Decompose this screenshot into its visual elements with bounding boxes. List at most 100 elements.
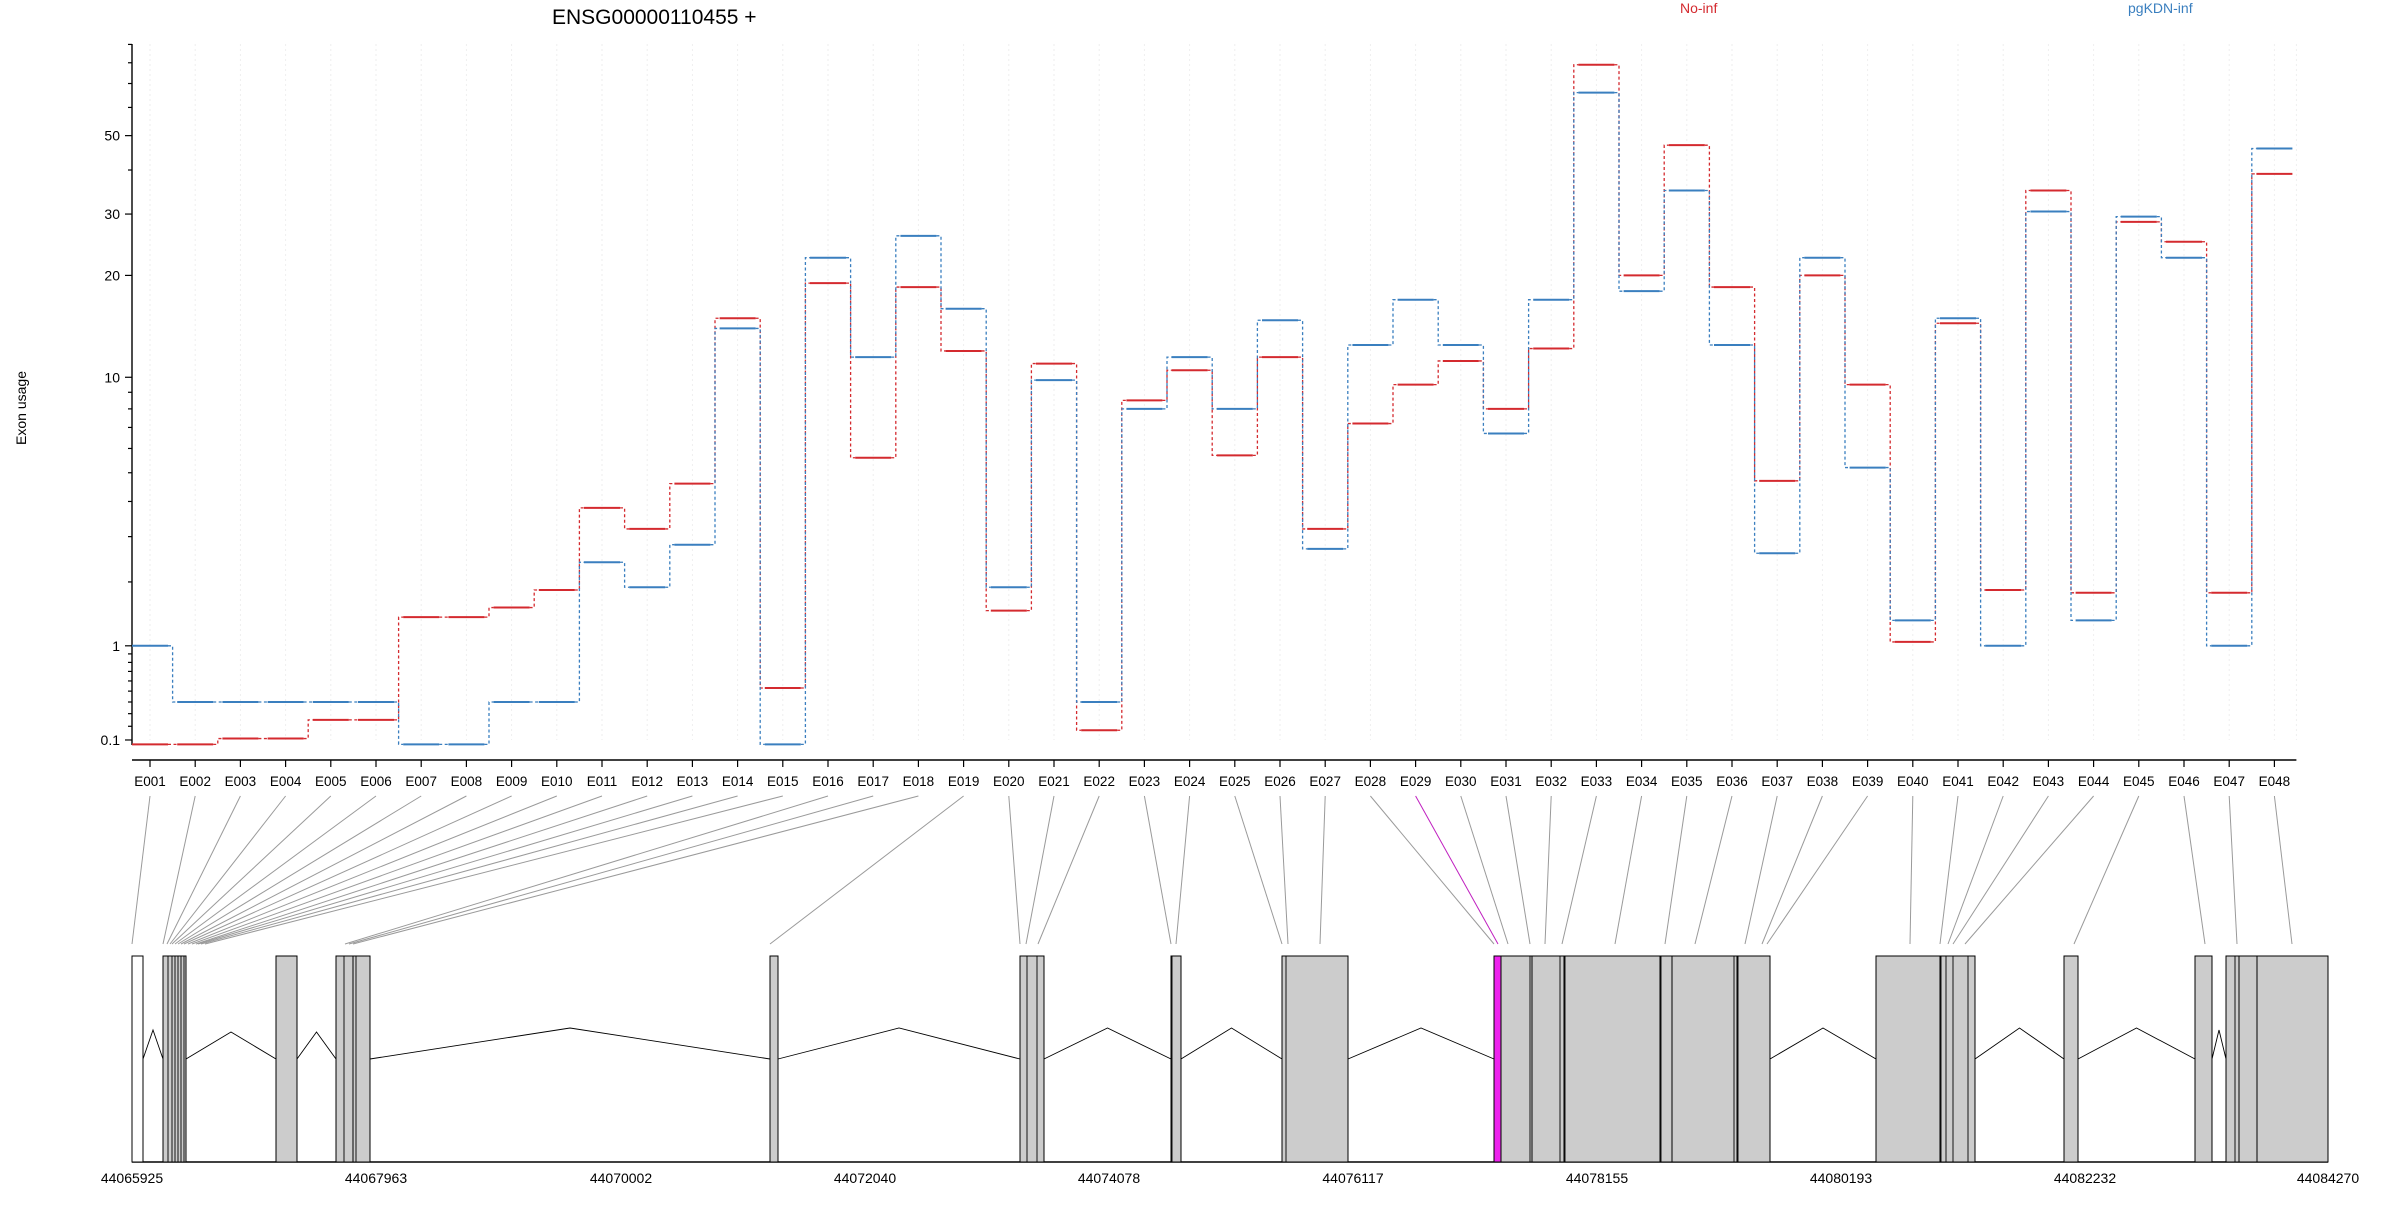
series-1-connector xyxy=(1704,189,1714,346)
exon-box xyxy=(1170,955,1182,1163)
series-1-connector xyxy=(574,561,584,703)
series-1-connector xyxy=(1298,319,1308,550)
link-e041 xyxy=(1939,795,1959,945)
exon-box xyxy=(1939,955,1976,1163)
series-0-connector xyxy=(1117,399,1127,731)
series-1-connector xyxy=(1207,356,1217,410)
series-0-connector xyxy=(665,482,675,530)
link-e039 xyxy=(1766,795,1869,945)
series-group xyxy=(132,63,2293,746)
intron-line xyxy=(369,1027,771,1060)
link-e002 xyxy=(162,795,196,945)
link-e048 xyxy=(2273,795,2293,945)
x-tick-label-e028: E028 xyxy=(1355,774,1387,789)
x-tick-label-e047: E047 xyxy=(2213,774,2245,789)
x-tick-label-e031: E031 xyxy=(1490,774,1522,789)
link-e028 xyxy=(1370,795,1495,945)
link-e022 xyxy=(1037,795,1100,945)
series-1-connector xyxy=(665,544,675,588)
y-tick-label: 0.1 xyxy=(101,732,121,748)
exon-box xyxy=(1671,955,1738,1163)
coordinate-label: 44080193 xyxy=(1810,1170,1873,1186)
exon-box xyxy=(1531,955,1565,1163)
link-e016 xyxy=(344,795,829,945)
x-tick-label-e009: E009 xyxy=(496,774,528,789)
x-tick-label-e014: E014 xyxy=(722,774,754,789)
series-0-connector xyxy=(1930,322,1940,643)
intron-line xyxy=(2211,1029,2227,1060)
series-1-connector xyxy=(1478,344,1488,435)
x-tick-label-e023: E023 xyxy=(1129,774,1161,789)
link-e011 xyxy=(191,795,603,945)
x-tick-label-e018: E018 xyxy=(903,774,935,789)
coordinate-label: 44078155 xyxy=(1566,1170,1629,1186)
intron-line xyxy=(296,1031,337,1060)
intron-line xyxy=(1347,1027,1495,1060)
link-e008 xyxy=(180,795,467,945)
exon-box xyxy=(1659,955,1673,1163)
x-tick-label-e040: E040 xyxy=(1897,774,1929,789)
y-tick-label: 30 xyxy=(104,206,120,222)
series-0-connector xyxy=(1614,64,1624,277)
x-tick-label-e017: E017 xyxy=(857,774,889,789)
series-1-connector xyxy=(755,327,765,745)
x-tick-label-e042: E042 xyxy=(1987,774,2019,789)
y-axis-label: Exon usage xyxy=(13,371,29,445)
series-1-connector xyxy=(1885,466,1895,622)
link-e014 xyxy=(200,795,738,945)
x-tick-label-e021: E021 xyxy=(1038,774,1070,789)
link-e009 xyxy=(183,795,512,945)
intron-line xyxy=(1180,1027,1283,1060)
x-tick-label-e041: E041 xyxy=(1942,774,1974,789)
link-e012 xyxy=(195,795,648,945)
series-0-connector xyxy=(2247,173,2257,594)
x-tick-label-e045: E045 xyxy=(2123,774,2155,789)
coordinate-label: 44067963 xyxy=(345,1170,408,1186)
exon-links xyxy=(131,795,2293,945)
intron-line xyxy=(2077,1027,2196,1060)
series-0-connector xyxy=(710,317,720,485)
series-0-connector xyxy=(936,286,946,352)
coordinate-label: 44076117 xyxy=(1322,1170,1383,1186)
series-0-connector xyxy=(1433,360,1443,386)
series-1-connector xyxy=(1162,356,1172,410)
series-0-connector xyxy=(1750,286,1760,482)
link-e025 xyxy=(1234,795,1283,945)
series-0-connector xyxy=(1524,347,1534,410)
series-0-connector xyxy=(1252,356,1262,457)
link-e036 xyxy=(1694,795,1733,945)
legend-pgkdn-inf: pgKDN-inf xyxy=(2128,0,2193,16)
link-e034 xyxy=(1614,795,1643,945)
labels: ENSG00000110455 + No-inf pgKDN-inf Exon … xyxy=(13,0,2193,445)
coordinate-label: 44072040 xyxy=(834,1170,897,1186)
series-1-connector xyxy=(846,257,856,358)
link-e024 xyxy=(1175,795,1191,945)
x-tick-label-e037: E037 xyxy=(1761,774,1793,789)
series-0-connector xyxy=(1207,369,1217,457)
series-1-connector xyxy=(2111,215,2121,622)
link-e026 xyxy=(1279,795,1289,945)
x-tick-label-e048: E048 xyxy=(2259,774,2291,789)
x-tick-label-e005: E005 xyxy=(315,774,347,789)
link-e027 xyxy=(1319,795,1326,945)
y-tick-label: 50 xyxy=(104,128,120,144)
series-1-connector xyxy=(2066,210,2076,622)
exon-box xyxy=(2256,955,2329,1163)
x-tick-label-e029: E029 xyxy=(1400,774,1432,789)
link-e006 xyxy=(174,795,377,945)
link-e035 xyxy=(1664,795,1688,945)
link-e020 xyxy=(1008,795,1021,945)
x-tick-label-e038: E038 xyxy=(1807,774,1839,789)
series-0-connector xyxy=(213,737,223,745)
series-1-connector xyxy=(1388,299,1398,346)
gene-model: 44065925 44067963 44070002 44072040 44074078… xyxy=(101,955,2359,1186)
series-0-connector xyxy=(1569,64,1579,350)
series-1-connector xyxy=(1343,344,1353,550)
series-1-connector xyxy=(168,645,178,703)
series-1-connector xyxy=(891,235,901,358)
x-tick-label-e039: E039 xyxy=(1852,774,1884,789)
link-e017 xyxy=(348,795,874,945)
x-tick-label-e013: E013 xyxy=(677,774,709,789)
x-tick-label-e016: E016 xyxy=(812,774,844,789)
x-tick-label-e032: E032 xyxy=(1535,774,1567,789)
